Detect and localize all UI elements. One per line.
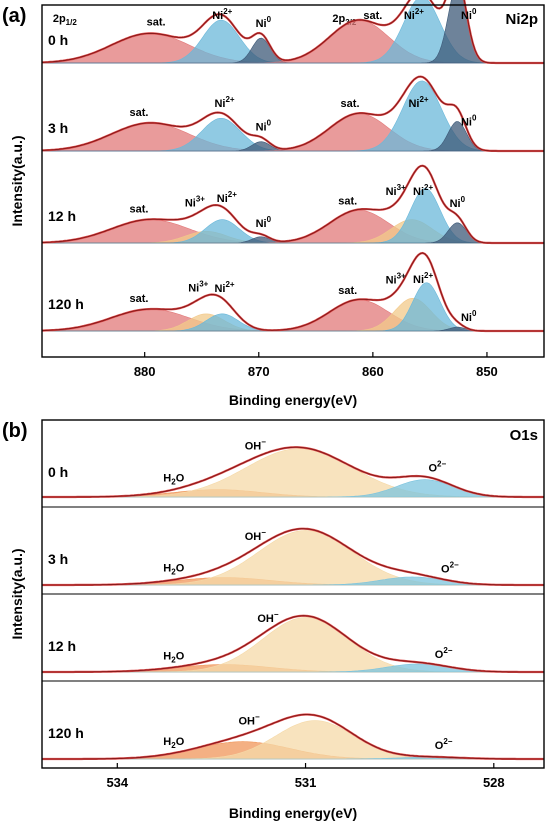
spectrum-row: 0 h sat. Ni2+ Ni0 sat. Ni2+ Ni0 (41, 0, 544, 65)
core-level-label: Ni2p (505, 11, 538, 28)
peak-annotation: sat. (341, 98, 360, 110)
y-axis-title: Intensity(a.u.) (9, 135, 25, 226)
peak-annotation: Ni2+ (404, 7, 424, 22)
raw-data-line (42, 165, 544, 244)
peak-component (42, 0, 544, 64)
peak-annotation: Ni3+ (386, 271, 406, 286)
peak-annotation: sat. (129, 293, 148, 305)
peak-annotation: Ni2+ (214, 280, 234, 295)
peak-annotation: OH− (245, 437, 267, 452)
spectrum-row: 0 h H2O OH− O2− (42, 437, 544, 508)
x-tick-label: 534 (106, 775, 128, 790)
peak-annotation: Ni3+ (386, 183, 406, 198)
peak-annotation: Ni0 (461, 309, 477, 324)
peak-annotation: OH− (245, 528, 267, 543)
raw-data-line (41, 0, 544, 64)
peak-annotation: Ni0 (256, 118, 272, 133)
peak-annotation: H2O (163, 736, 184, 750)
peak-annotation: O2− (435, 646, 453, 661)
peak-annotation: Ni0 (450, 195, 466, 210)
peak-annotation: Ni0 (256, 15, 272, 30)
row-label: 3 h (48, 551, 68, 567)
peak-annotation: Ni2+ (212, 7, 232, 22)
region-label: 2p1/2 (53, 13, 78, 27)
x-tick-label: 850 (476, 364, 498, 379)
peak-annotation: OH− (257, 610, 279, 625)
raw-data-line (41, 252, 544, 332)
raw-data-line (42, 528, 544, 586)
peak-annotation: sat. (147, 17, 166, 29)
x-tick-label: 860 (362, 364, 384, 379)
peak-annotation: Ni3+ (185, 194, 205, 209)
peak-annotation: Ni2+ (408, 95, 428, 110)
spectrum-row: 120 h sat. Ni3+ Ni2+ sat. Ni3+ Ni2+ Ni0 (41, 251, 544, 333)
peak-annotation: Ni2+ (217, 190, 237, 205)
peak-component (42, 617, 544, 673)
row-label: 0 h (48, 464, 68, 480)
panel-label: (a) (2, 5, 26, 27)
x-tick-label: 870 (248, 364, 270, 379)
peak-component (42, 121, 544, 152)
row-label: 12 h (48, 638, 76, 654)
peak-annotation: Ni0 (256, 215, 272, 230)
raw-data-line (42, 713, 544, 760)
row-label: 12 h (48, 208, 76, 224)
spectrum-row: 12 h H2O OH− O2− (42, 610, 544, 682)
peak-annotation: sat. (129, 107, 148, 119)
peak-annotation: OH− (238, 713, 260, 728)
peak-annotation: Ni2+ (413, 183, 433, 198)
spectrum-row: 120 h H2O OH− O2− (42, 713, 544, 761)
peak-annotation: Ni3+ (188, 280, 208, 295)
row-label: 120 h (48, 725, 84, 741)
row-label: 3 h (48, 120, 68, 136)
plot-frame (41, 419, 545, 769)
x-axis-title: Binding energy(eV) (229, 392, 357, 408)
x-axis-title: Binding energy(eV) (229, 805, 357, 821)
raw-data-line (41, 76, 544, 152)
plot-frame (41, 4, 545, 358)
panel-b: (b) O1s 0 h H2O OH− O2− 3 h H2O OH− O2− 12 h H2O OH−… (2, 419, 545, 821)
spectrum-row: 3 h sat. Ni2+ Ni0 sat. Ni2+ Ni0 (41, 75, 544, 153)
peak-annotation: sat. (338, 195, 357, 207)
peak-annotation: H2O (163, 650, 184, 664)
raw-data-line (42, 615, 544, 673)
peak-annotation: H2O (163, 472, 184, 486)
row-label: 0 h (48, 32, 68, 48)
spectrum-row: 12 h sat. Ni3+ Ni2+ Ni0 sat. Ni3+ Ni2+ Ni0 (41, 164, 544, 245)
peak-annotation: sat. (338, 285, 357, 297)
peak-annotation: Ni2+ (214, 95, 234, 110)
peak-annotation: Ni0 (461, 114, 477, 129)
peak-annotation: O2− (435, 737, 453, 752)
peak-annotation: Ni2+ (413, 271, 433, 286)
peak-annotation: O2− (441, 561, 459, 576)
x-tick-label: 528 (483, 775, 505, 790)
peak-annotation: sat. (363, 10, 382, 22)
peak-annotation: H2O (163, 563, 184, 577)
y-axis-title: Intensity(a.u.) (9, 548, 25, 639)
peak-annotation: O2− (428, 460, 446, 475)
peak-component (42, 530, 544, 586)
row-label: 120 h (48, 296, 84, 312)
x-tick-label: 531 (295, 775, 317, 790)
peak-component (42, 326, 544, 332)
peak-component (42, 720, 544, 760)
spectrum-row: 3 h H2O OH− O2− (42, 527, 544, 595)
peak-component (42, 448, 544, 498)
x-tick-label: 880 (134, 364, 156, 379)
core-level-label: O1s (510, 427, 538, 444)
raw-data-line (42, 446, 544, 498)
peak-annotation: sat. (129, 204, 148, 216)
peak-component (42, 222, 544, 244)
peak-annotation: Ni0 (461, 7, 477, 22)
panel-label: (b) (2, 420, 28, 442)
